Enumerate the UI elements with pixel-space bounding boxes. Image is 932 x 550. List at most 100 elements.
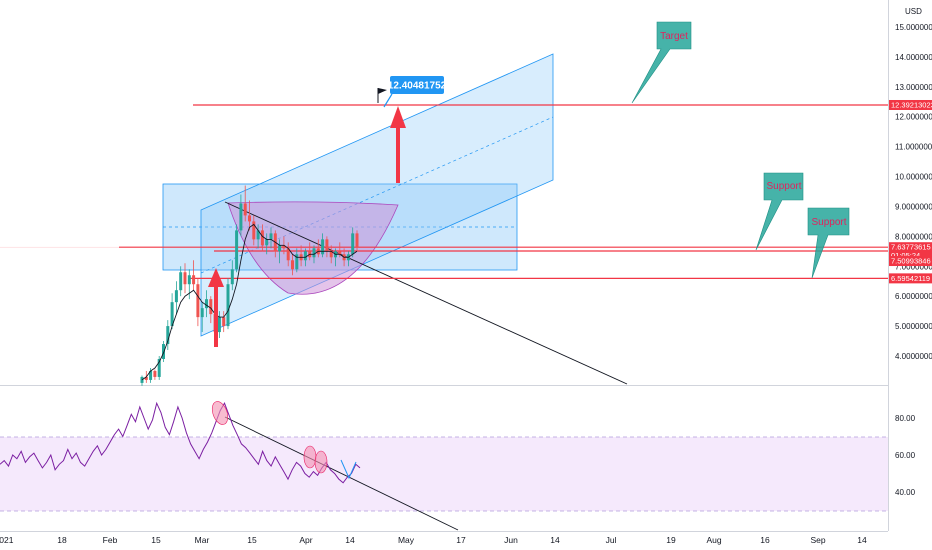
candle-body[interactable] xyxy=(286,248,290,261)
target-price-tag-bg[interactable] xyxy=(390,76,444,94)
candle-body[interactable] xyxy=(325,239,329,252)
time-tick-label: 14 xyxy=(550,535,560,545)
price-tick-label: 11.00000000 xyxy=(895,143,932,152)
time-tick-label: Aug xyxy=(706,535,721,545)
price-level-tag-bg xyxy=(889,273,932,284)
price-axis[interactable]: 15.00000000 14.00000000 13.00000000 12.0000… xyxy=(895,23,932,361)
candle-body[interactable] xyxy=(355,233,359,248)
price-level-tag-bg xyxy=(889,256,932,267)
candle-body[interactable] xyxy=(149,370,153,380)
candle-body[interactable] xyxy=(144,376,148,380)
candle-body[interactable] xyxy=(226,284,230,327)
time-tick-label: 14 xyxy=(345,535,355,545)
target-tag-connector xyxy=(383,93,393,108)
candle-body[interactable] xyxy=(329,251,333,258)
candle-body[interactable] xyxy=(217,317,221,333)
time-tick-label: May xyxy=(398,535,415,545)
price-level-tag: 12.39213023 xyxy=(891,100,932,109)
candle-body[interactable] xyxy=(140,376,144,383)
candle-body[interactable] xyxy=(200,308,204,318)
rsi-divergence-marker[interactable] xyxy=(209,399,230,426)
candle-body[interactable] xyxy=(179,272,183,291)
cup-pattern[interactable] xyxy=(227,201,399,295)
channel-midline xyxy=(200,116,554,274)
candle-body[interactable] xyxy=(260,230,264,246)
countdown-tag: 01:05:24 xyxy=(891,251,920,260)
price-tick-label: 13.00000000 xyxy=(895,83,932,92)
time-tick-label: Sep xyxy=(810,535,825,545)
candle-body[interactable] xyxy=(295,254,299,270)
downtrend-line-rsi[interactable] xyxy=(224,416,459,531)
price-tick-label: 15.00000000 xyxy=(895,23,932,32)
support-callout-1[interactable]: Support xyxy=(755,172,804,251)
candle-body[interactable] xyxy=(269,233,273,240)
candle-body[interactable] xyxy=(153,370,157,377)
price-tick-label: 6.00000000 xyxy=(895,292,932,301)
moving-average-line xyxy=(141,223,358,381)
time-tick-label: 19 xyxy=(666,535,676,545)
price-level-tag: 7.63773615 xyxy=(891,243,931,252)
price-tick-label: 14.00000000 xyxy=(895,53,932,62)
candle-body[interactable] xyxy=(222,317,226,327)
candle-body[interactable] xyxy=(248,215,251,222)
candle-body[interactable] xyxy=(351,233,355,255)
rsi-tick-label: 40.00 xyxy=(895,488,916,497)
time-axis[interactable]: 2021 18 Feb 15 Mar 15 Apr 14 May 17 Jun 14 Jul 19 Aug 1… xyxy=(0,535,867,545)
time-tick-label: Jul xyxy=(606,535,617,545)
price-tick-label: 7.00000000 xyxy=(895,262,932,271)
candle-body[interactable] xyxy=(278,245,282,252)
rsi-divergence-marker[interactable] xyxy=(303,445,317,469)
candle-body[interactable] xyxy=(192,275,196,285)
price-level-tag: 6.59542119 xyxy=(891,274,930,283)
candle-body[interactable] xyxy=(230,269,234,285)
rsi-breakout-mark xyxy=(340,459,357,480)
candle-body[interactable] xyxy=(209,299,213,315)
time-tick-label: Jun xyxy=(504,535,518,545)
candle-body[interactable] xyxy=(243,203,247,216)
support-callout-2-label: Support xyxy=(811,217,846,228)
candle-body[interactable] xyxy=(166,326,170,345)
candle-body[interactable] xyxy=(291,260,294,270)
candle-body[interactable] xyxy=(183,272,187,285)
target-price-tag: 12.40481752 xyxy=(388,81,447,92)
candle-body[interactable] xyxy=(187,275,191,285)
price-level-tag-bg xyxy=(889,99,932,110)
candle-body[interactable] xyxy=(196,284,200,318)
candle-body[interactable] xyxy=(235,230,239,270)
support-callout-2[interactable]: Support xyxy=(807,207,850,279)
breakout-arrow-up[interactable] xyxy=(208,268,224,347)
downtrend-line-price[interactable] xyxy=(224,201,628,385)
candle-body[interactable] xyxy=(205,299,208,309)
rsi-divergence-marker[interactable] xyxy=(314,450,328,474)
candle-body[interactable] xyxy=(170,302,174,327)
candle-body[interactable] xyxy=(157,358,161,377)
candle-body[interactable] xyxy=(252,221,256,240)
candle-body[interactable] xyxy=(303,251,307,261)
candle-body[interactable] xyxy=(174,290,178,303)
time-tick-label: 2021 xyxy=(0,535,14,545)
target-arrow-up[interactable] xyxy=(390,106,406,183)
candle-body[interactable] xyxy=(338,251,342,255)
rsi-band xyxy=(0,437,888,511)
candle-body[interactable] xyxy=(256,230,260,240)
target-callout-label: Target xyxy=(660,31,688,42)
flag-icon xyxy=(377,88,387,103)
time-tick-label: 17 xyxy=(456,535,466,545)
price-tick-label: 10.00000000 xyxy=(895,173,932,182)
candle-body[interactable] xyxy=(282,245,286,249)
support-callout-1-label: Support xyxy=(766,181,801,192)
price-tick-label: 12.00000000 xyxy=(895,113,932,122)
rsi-axis[interactable]: 80.00 60.00 40.00 xyxy=(895,414,916,497)
candles[interactable] xyxy=(140,185,359,386)
candle-body[interactable] xyxy=(321,239,325,255)
candle-body[interactable] xyxy=(239,203,243,231)
rsi-tick-label: 60.00 xyxy=(895,451,916,460)
price-level-tag-bg xyxy=(889,242,932,261)
candle-body[interactable] xyxy=(312,248,316,258)
time-tick-label: Apr xyxy=(299,535,312,545)
candle-body[interactable] xyxy=(265,239,269,246)
target-callout[interactable]: Target xyxy=(631,21,692,104)
candle-body[interactable] xyxy=(162,344,165,359)
time-tick-label: Mar xyxy=(195,535,210,545)
